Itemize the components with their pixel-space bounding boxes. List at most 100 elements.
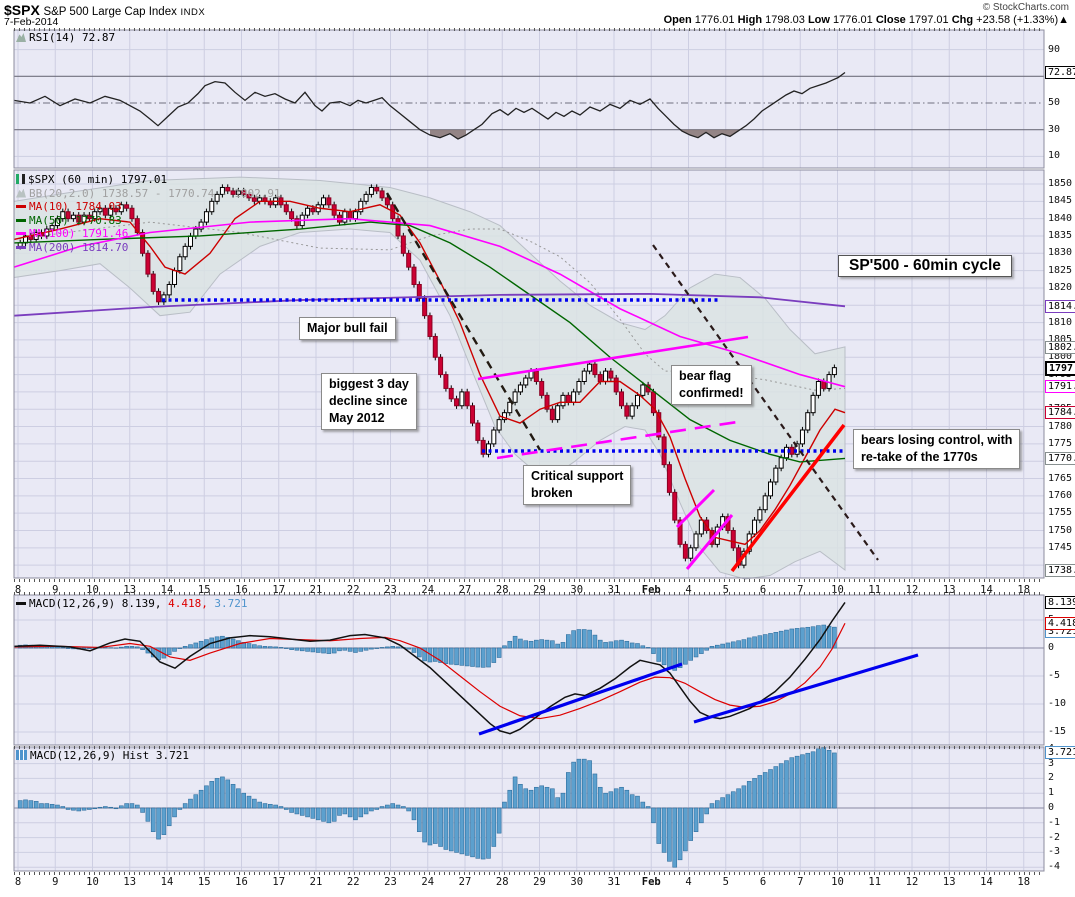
y-axis-label: 1750	[1048, 524, 1073, 536]
macd-hist-bar	[230, 638, 236, 649]
macd-hist-bar	[507, 640, 513, 649]
candle	[688, 547, 694, 559]
macd-hist-bar	[262, 646, 268, 649]
y-axis-label: 1820	[1048, 281, 1073, 293]
annotation-box[interactable]: bear flag confirmed!	[671, 365, 752, 405]
macd-hist-bar	[613, 640, 619, 649]
price-tag-1791.46: 1791.46	[1045, 380, 1075, 394]
candle	[507, 401, 513, 414]
macd-hist-bar	[624, 640, 630, 649]
candle	[555, 405, 561, 421]
x-axis-label: 6	[759, 876, 767, 888]
mini-flag-magenta-2[interactable]	[685, 514, 734, 570]
macd-hist-bar	[198, 640, 204, 649]
hist-bar	[406, 807, 411, 812]
symbol-name: S&P 500 Large Cap Index	[43, 6, 177, 18]
hist-bar	[273, 804, 278, 809]
hist-bar	[746, 781, 752, 809]
macd-hist-bar	[736, 640, 741, 649]
candle	[682, 543, 688, 559]
hist-bar	[92, 807, 97, 810]
macd-trend-1[interactable]	[478, 662, 683, 736]
macd-hist-bar	[422, 647, 427, 662]
low-value: 1776.01	[833, 14, 873, 26]
macd-hist-bar	[406, 647, 411, 650]
hist-bar	[534, 786, 539, 809]
bear-channel-dash[interactable]	[652, 244, 879, 561]
hist-bar	[17, 800, 23, 809]
annotation-box[interactable]: Major bull fail	[299, 317, 396, 340]
candle	[150, 273, 156, 292]
chart-date: 7-Feb-2014	[4, 16, 59, 28]
y-axis-label: 0	[1048, 642, 1055, 653]
hist-bar	[289, 807, 294, 813]
hist-bar	[129, 803, 135, 809]
hist-bar	[236, 788, 241, 809]
candle	[810, 394, 816, 414]
hist-bar	[172, 807, 177, 818]
macd-hist-bar	[369, 647, 374, 650]
hist-bar	[768, 769, 773, 809]
candle	[698, 519, 704, 535]
hist-bar	[113, 807, 119, 810]
candle	[815, 381, 821, 396]
candle	[549, 408, 555, 421]
macd-hist-bar	[603, 642, 608, 649]
y-axis-label: 1850	[1048, 178, 1073, 189]
hist-bar	[49, 803, 55, 809]
macd-trend-2[interactable]	[693, 653, 919, 724]
candle	[762, 495, 768, 511]
hist-bar	[140, 807, 145, 813]
macd-hist-bar	[119, 646, 124, 649]
macd-hist-bar	[512, 635, 518, 649]
hist-bar	[342, 807, 348, 815]
macd-hist-bar	[124, 646, 129, 649]
macd-hist-bar	[390, 646, 395, 649]
flag-bottom-magenta[interactable]	[496, 419, 745, 460]
price-tag-1802.91: 1802.91	[1045, 340, 1075, 354]
hist-bar	[518, 784, 523, 809]
candle	[597, 374, 603, 383]
candle	[581, 370, 587, 383]
candle	[427, 315, 433, 337]
y-axis-label: 90	[1048, 43, 1061, 55]
macd-hist-bar	[688, 647, 693, 661]
open-value: 1776.01	[694, 14, 735, 26]
hist-bar	[438, 807, 443, 847]
hist-bar	[816, 748, 821, 809]
candle	[501, 412, 507, 421]
symbol-label[interactable]: $SPX	[4, 2, 40, 18]
macd-hist-bar	[252, 644, 257, 649]
candle	[592, 363, 598, 376]
macd-hist-bar	[810, 626, 816, 649]
annotation-box[interactable]: biggest 3 day decline since May 2012	[321, 373, 417, 430]
macd-hist-bar	[331, 647, 337, 654]
annotation-box[interactable]: Critical support broken	[523, 465, 632, 505]
rally-red[interactable]	[730, 423, 846, 573]
copyright[interactable]: © StockCharts.com	[982, 2, 1069, 13]
candle	[113, 207, 119, 213]
hist-bar	[257, 801, 262, 809]
macd-hist-bar	[166, 647, 172, 656]
candle	[794, 443, 800, 455]
x-axis-label: 17	[272, 876, 286, 888]
macd-hist-bar	[784, 629, 789, 649]
candle	[363, 193, 369, 202]
hist-bar	[401, 806, 406, 809]
candle	[438, 356, 444, 376]
candle	[778, 457, 784, 469]
candle	[603, 370, 609, 383]
hist-bar	[597, 786, 603, 809]
mini-flag-magenta-1[interactable]	[675, 488, 716, 529]
price-tag-8.139: 8.139	[1045, 595, 1075, 609]
candle	[395, 218, 401, 237]
macd-hist-bar	[411, 647, 417, 653]
flag-top-magenta[interactable]	[477, 335, 749, 381]
bull-fail-dash[interactable]	[385, 192, 542, 451]
macd-hist-bar	[800, 627, 805, 649]
candle	[613, 377, 619, 393]
annotation-box[interactable]: bears losing control, with re-take of the…	[853, 429, 1021, 469]
macd-hist-bar	[645, 647, 651, 649]
candle	[225, 186, 231, 192]
